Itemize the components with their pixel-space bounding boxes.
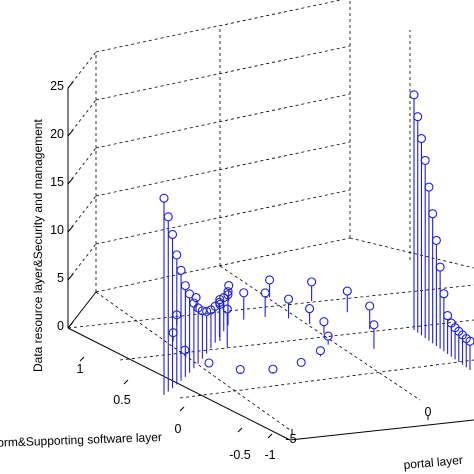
z-axis-label: Data resource layer&Security and managem… — [31, 119, 45, 372]
axis-line — [289, 419, 474, 441]
spiral-marker — [235, 364, 245, 375]
y-axis-label: Platform&Supporting software layer — [0, 430, 162, 451]
tick-mark — [79, 356, 85, 362]
spiral-marker — [319, 317, 329, 327]
x-axis-label: portal layer — [403, 453, 463, 472]
grid-line — [179, 359, 474, 399]
front-marker — [176, 265, 186, 275]
back-marker — [439, 289, 449, 299]
tick-mark — [67, 225, 74, 233]
grid-line — [95, 45, 351, 101]
spiral-marker — [215, 294, 225, 305]
spiral-marker — [222, 304, 232, 314]
tick-mark — [67, 273, 74, 281]
tick-mark — [67, 177, 74, 185]
spiral-marker — [315, 346, 325, 356]
spiral-marker — [172, 310, 182, 320]
y-tick-label: -0.5 — [229, 448, 251, 462]
front-marker — [180, 281, 190, 291]
back-marker — [435, 262, 445, 272]
z-tick-label: 10 — [50, 223, 64, 237]
x-tick-label: -5 — [285, 432, 296, 446]
spiral-marker — [307, 277, 317, 287]
grid-lines — [67, 0, 474, 431]
tick-mark — [67, 81, 74, 89]
spiral-marker — [296, 357, 306, 367]
front-marker — [167, 229, 178, 240]
grid-line — [219, 265, 421, 401]
spiral-marker — [191, 292, 201, 303]
back-marker — [465, 336, 474, 346]
y-tick-label: 0 — [175, 422, 182, 436]
spiral-marker — [369, 320, 379, 330]
spiral-marker — [204, 358, 214, 368]
back-marker — [420, 155, 430, 165]
spiral-marker — [342, 286, 352, 296]
grid-line — [67, 284, 474, 329]
front-marker — [159, 193, 169, 203]
grid-line — [349, 237, 474, 269]
grid-line — [95, 141, 351, 197]
spiral-marker — [305, 304, 315, 314]
z-tick-label: 15 — [50, 175, 64, 189]
tick-mark — [67, 321, 74, 329]
spiral-marker — [224, 280, 234, 291]
front-marker — [197, 306, 207, 316]
spiral-marker — [265, 275, 275, 285]
grid-line — [95, 291, 291, 431]
z-tick-label: 5 — [57, 271, 64, 285]
back-marker — [416, 133, 427, 144]
x-tick-label: 0 — [425, 405, 432, 419]
front-marker — [202, 306, 212, 316]
z-tick-label: 0 — [57, 319, 64, 333]
tick-mark — [123, 379, 129, 385]
tick-mark — [267, 433, 273, 439]
back-marker — [428, 209, 438, 219]
spiral-marker — [239, 288, 249, 298]
z-tick-label: 25 — [50, 79, 64, 93]
spiral-marker — [283, 294, 294, 304]
grid-line — [119, 319, 474, 361]
back-marker — [413, 112, 423, 122]
axis-line — [67, 327, 291, 441]
tick-mark — [179, 406, 185, 412]
back-marker — [443, 311, 453, 321]
spiral-marker — [268, 364, 278, 374]
spiral-marker — [180, 345, 190, 355]
front-marker — [223, 287, 233, 297]
spiral-marker — [323, 331, 333, 341]
back-marker — [431, 235, 441, 245]
y-tick-label: -1 — [264, 448, 275, 462]
spiral-marker — [260, 288, 270, 298]
front-marker — [172, 250, 182, 260]
grid-line — [95, 93, 351, 149]
tick-labels: 0 5 10 15 20 25 1 0.5 0 -0.5 -1 -5 0 — [50, 79, 431, 462]
data-stems — [159, 90, 474, 395]
tick-mark — [237, 427, 243, 433]
grid-line — [95, 189, 351, 245]
spiral-marker — [365, 301, 375, 311]
back-marker — [409, 90, 419, 100]
z-tick-label: 20 — [50, 127, 64, 141]
spiral-marker — [168, 328, 178, 338]
grid-line — [95, 0, 343, 53]
axes-box — [67, 81, 474, 441]
front-marker — [163, 212, 173, 222]
back-marker — [424, 182, 434, 192]
tick-mark — [67, 129, 74, 137]
y-tick-label: 1 — [77, 362, 84, 376]
spiral-marker — [223, 290, 233, 300]
grid-line — [95, 237, 351, 293]
y-tick-label: 0.5 — [113, 393, 130, 407]
